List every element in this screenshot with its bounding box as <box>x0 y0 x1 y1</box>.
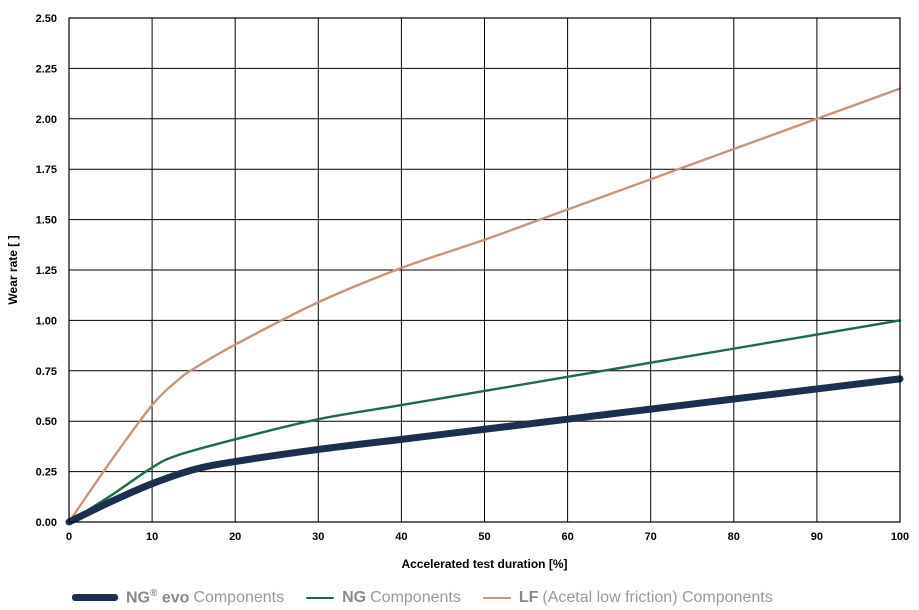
y-tick-label: 2.50 <box>36 13 57 25</box>
x-tick-label: 80 <box>728 531 740 543</box>
x-tick-label: 50 <box>478 531 490 543</box>
y-axis-title: Wear rate [ ] <box>6 235 20 304</box>
series-line-2 <box>67 87 902 524</box>
y-tick-label: 1.50 <box>36 215 57 227</box>
x-tick-label: 60 <box>561 531 573 543</box>
legend-item: NG® evo Components <box>72 588 284 607</box>
y-tick-label: 0.75 <box>36 366 57 378</box>
x-axis-title: Accelerated test duration [%] <box>401 557 567 571</box>
y-tick-label: 2.00 <box>36 114 57 126</box>
legend-label-bold: LF <box>518 589 539 606</box>
legend-label-bold: NG® evo <box>126 588 190 607</box>
series-line-1 <box>67 319 902 524</box>
plot-frame <box>68 17 901 523</box>
x-tick-label: 40 <box>395 531 407 543</box>
y-tick-label: 1.00 <box>36 315 57 327</box>
legend-swatch <box>482 596 511 600</box>
legend-label-text: (Acetal low friction) Components <box>542 589 773 606</box>
x-tick-label: 10 <box>146 531 158 543</box>
wear-rate-chart: 0 10 20 30 40 50 60 70 80 90 100 0.00 0.25 0.50 0.75 1… <box>6 13 909 571</box>
legend-label-bold: NG <box>342 589 367 606</box>
x-tick-label: 70 <box>645 531 657 543</box>
grid-lines <box>68 17 901 523</box>
y-tick-label: 1.75 <box>36 164 57 176</box>
legend-label-text: Components <box>370 589 461 606</box>
y-tick-label: 0.25 <box>36 467 57 479</box>
x-tick-label: 100 <box>891 531 909 543</box>
legend-swatch <box>306 596 335 600</box>
legend-item: LF (Acetal low friction) Components <box>482 589 773 607</box>
x-tick-label: 90 <box>811 531 823 543</box>
legend-label-text: Components <box>193 588 285 606</box>
y-tick-label: 1.25 <box>36 265 57 277</box>
x-tick-label: 30 <box>312 531 324 543</box>
series-line-0 <box>65 375 904 526</box>
y-tick-labels: 0.00 0.25 0.50 0.75 1.00 1.25 1.50 1.75 2.00 2.25… <box>36 13 57 529</box>
y-tick-label: 0.50 <box>36 416 57 428</box>
x-tick-label: 20 <box>229 531 241 543</box>
legend: NG® evo Components NG Components LF (Acetal l… <box>72 587 795 609</box>
series-lines <box>65 87 904 526</box>
legend-swatch <box>72 594 118 602</box>
y-tick-label: 0.00 <box>36 517 57 529</box>
x-tick-label: 0 <box>66 531 72 543</box>
y-tick-label: 2.25 <box>36 63 57 75</box>
legend-item: NG Components <box>306 589 461 607</box>
x-tick-labels: 0 10 20 30 40 50 60 70 80 90 100 <box>66 531 909 543</box>
